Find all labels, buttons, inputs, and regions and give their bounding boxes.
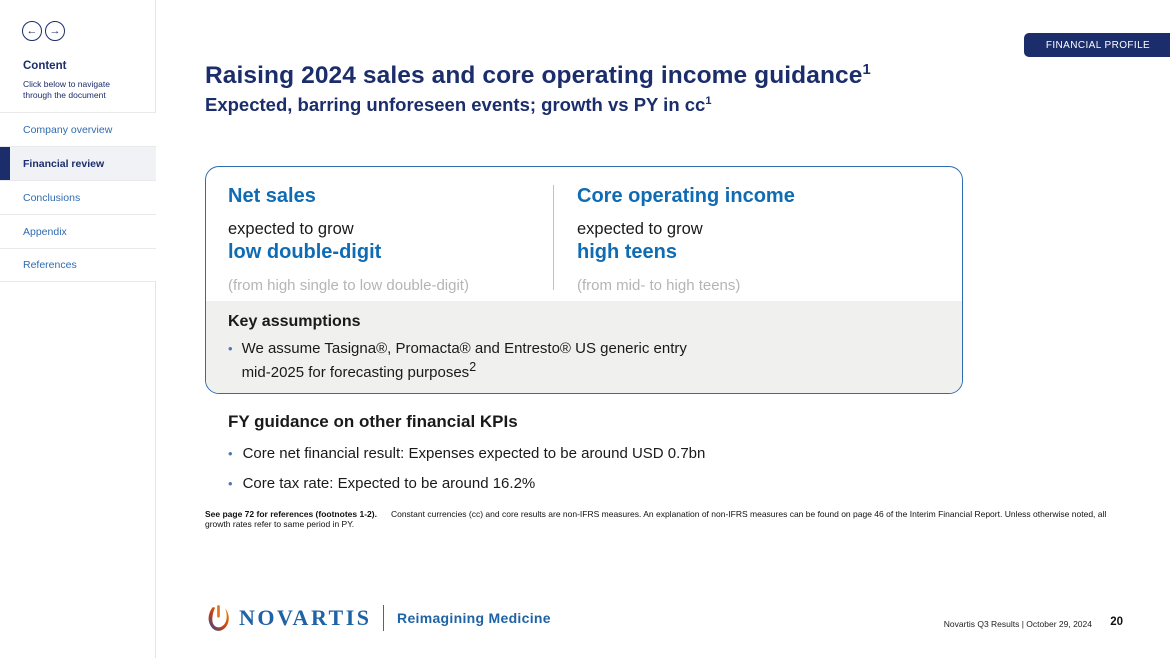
sidebar-item-label: Conclusions [23,191,81,204]
fy-kpis-section: FY guidance on other financial KPIs • Co… [228,412,705,492]
active-indicator-bar [0,147,10,180]
core-operating-income-title: Core operating income [577,185,795,207]
sidebar-item-label: References [23,259,77,271]
document-nav-arrows: ← → [22,21,65,41]
title-footnote-ref: 1 [862,62,871,78]
page-subtitle: Expected, barring unforeseen events; gro… [205,94,712,115]
sidebar-nav: Company overview Financial review Conclu… [0,112,156,282]
subtitle-footnote-ref: 1 [705,94,712,107]
key-assumptions-panel: Key assumptions • We assume Tasigna®, Pr… [206,301,962,393]
fy-kpi-text: Core tax rate: Expected to be around 16.… [242,475,536,492]
sidebar-item-label: Appendix [23,225,67,238]
arrow-right-icon: → [49,24,61,37]
section-badge: FINANCIAL PROFILE [1024,33,1170,57]
bullet-icon: • [228,446,233,461]
sidebar-item-company-overview[interactable]: Company overview [0,112,156,146]
novartis-flame-icon [208,605,229,631]
core-operating-income-line: expected to grow [577,220,703,238]
fy-kpi-text: Core net financial result: Expenses expe… [242,445,706,462]
sidebar-item-financial-review[interactable]: Financial review [0,146,156,180]
fy-kpi-bullet-net-financial-result: • Core net financial result: Expenses ex… [228,445,705,462]
guidance-panel: Net sales expected to grow low double-di… [205,166,963,394]
sidebar-item-appendix[interactable]: Appendix [0,214,156,248]
net-sales-column: Net sales expected to grow low double-di… [228,185,469,294]
footer-meta: Novartis Q3 Results | October 29, 2024 [943,619,1092,629]
net-sales-line: expected to grow [228,220,354,238]
key-assumptions-title: Key assumptions [228,313,361,330]
core-operating-income-note: (from mid- to high teens) [577,277,741,294]
core-operating-income-highlight: high teens [577,241,678,263]
net-sales-note: (from high single to low double-digit) [228,277,469,294]
sidebar-item-label: Company overview [23,123,113,136]
novartis-tagline: Reimagining Medicine [397,610,551,626]
key-assumptions-text: We assume Tasigna®, Promacta® and Entres… [241,340,687,381]
key-assumptions-bullet: • We assume Tasigna®, Promacta® and Entr… [228,340,940,382]
next-page-button[interactable]: → [45,21,65,41]
arrow-left-icon: ← [26,24,38,37]
page-title: Raising 2024 sales and core operating in… [205,62,871,90]
assumption-footnote-ref: 2 [469,360,477,374]
novartis-logo: NOVARTIS Reimagining Medicine [205,603,551,633]
page-number: 20 [1110,616,1123,628]
net-sales-highlight: low double-digit [228,241,382,263]
footnote-text: Constant currencies (cc) and core result… [205,509,1107,529]
logo-divider [382,605,385,631]
footnote: See page 72 for references (footnotes 1-… [205,509,1120,529]
bullet-icon: • [228,341,233,356]
fy-kpis-title: FY guidance on other financial KPIs [228,412,518,431]
sidebar-title: Content [23,60,67,72]
guidance-columns: Net sales expected to grow low double-di… [206,167,962,301]
fy-kpi-bullet-tax-rate: • Core tax rate: Expected to be around 1… [228,475,705,492]
prev-page-button[interactable]: ← [22,21,42,41]
sidebar: ← → Content Click below to navigate thro… [0,0,156,658]
column-divider [553,185,554,290]
novartis-wordmark: NOVARTIS [239,605,372,630]
bullet-icon: • [228,476,233,491]
net-sales-title: Net sales [228,185,316,207]
sidebar-item-references[interactable]: References [0,248,156,282]
sidebar-item-conclusions[interactable]: Conclusions [0,180,156,214]
footnote-references: See page 72 for references (footnotes 1-… [205,509,377,519]
core-operating-income-column: Core operating income expected to grow h… [577,185,795,294]
sidebar-item-label: Financial review [23,157,105,170]
sidebar-description: Click below to navigate through the docu… [23,79,110,100]
